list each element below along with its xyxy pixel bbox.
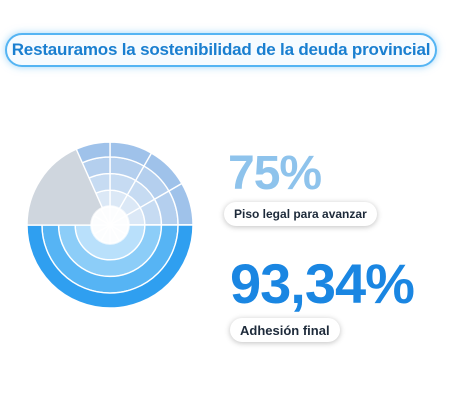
chart-center — [90, 205, 130, 245]
stat-legal-floor-value: 75% — [228, 147, 322, 200]
stat-final-adhesion-label: Adhesión final — [230, 318, 340, 342]
page-title: Restauramos la sostenibilidad de la deud… — [11, 40, 431, 59]
stat-final-adhesion-value: 93,34% — [230, 252, 415, 315]
title-banner: Restauramos la sostenibilidad de la deud… — [5, 33, 437, 67]
stat-legal-floor-label: Piso legal para avanzar — [224, 202, 377, 226]
